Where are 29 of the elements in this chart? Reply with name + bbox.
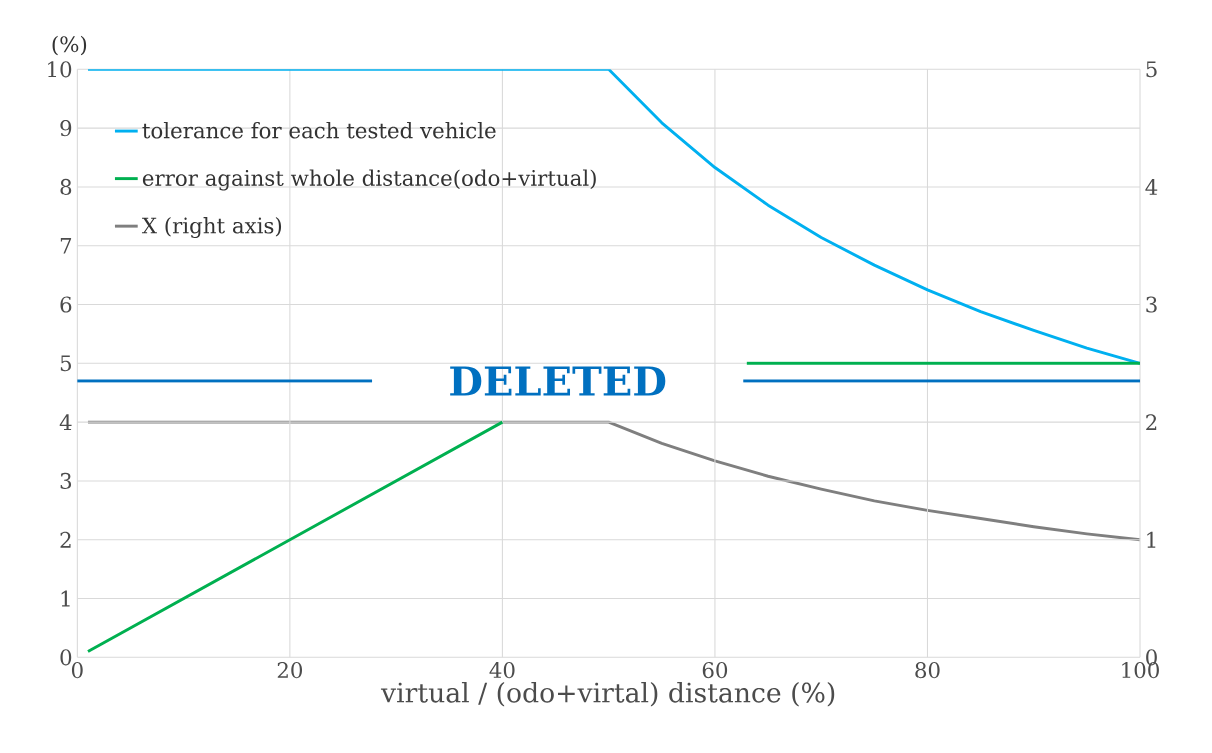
y-tick-label: 4 [59,414,72,430]
y-tick-label: 5 [60,355,71,372]
y-tick-label: 1 [61,590,70,607]
line-series [86,420,1142,542]
y-tick-label: 8 [60,178,72,195]
legend-label: error against whole distance(odo+virtual) [142,169,596,191]
x-tick-label: 0 [71,661,83,679]
y2-tick-label: 1 [1147,531,1156,548]
y-tick-label: 6 [60,296,72,313]
x-axis-title: virtual / (odo+virtal) distance (%) [380,681,835,707]
line-series [86,69,1141,365]
legend-label: tolerance for each tested vehicle [142,121,496,139]
y-tick-label: 7 [60,237,72,254]
legend-label: X (right axis) [141,216,282,238]
x-tick-label: 80 [915,661,940,679]
y2-tick-label: 2 [1146,414,1157,430]
x-tick-label: 20 [277,661,303,679]
ref-line-label: DELETED [450,366,666,396]
y2-tick-label: 4 [1145,178,1158,195]
y-tick-label: 9 [60,119,72,137]
y-tick-label: 0 [60,649,72,666]
y2-tick-label: 5 [1146,61,1157,78]
y2-tick-label: 3 [1146,296,1157,313]
y-tick-label: 10 [48,61,72,78]
y-tick-label: 3 [60,472,72,489]
y-tick-label: 2 [60,531,71,548]
y-axis-title: (%) [52,35,87,56]
x-tick-label: 60 [702,661,728,679]
x-tick-label: 40 [489,661,515,679]
